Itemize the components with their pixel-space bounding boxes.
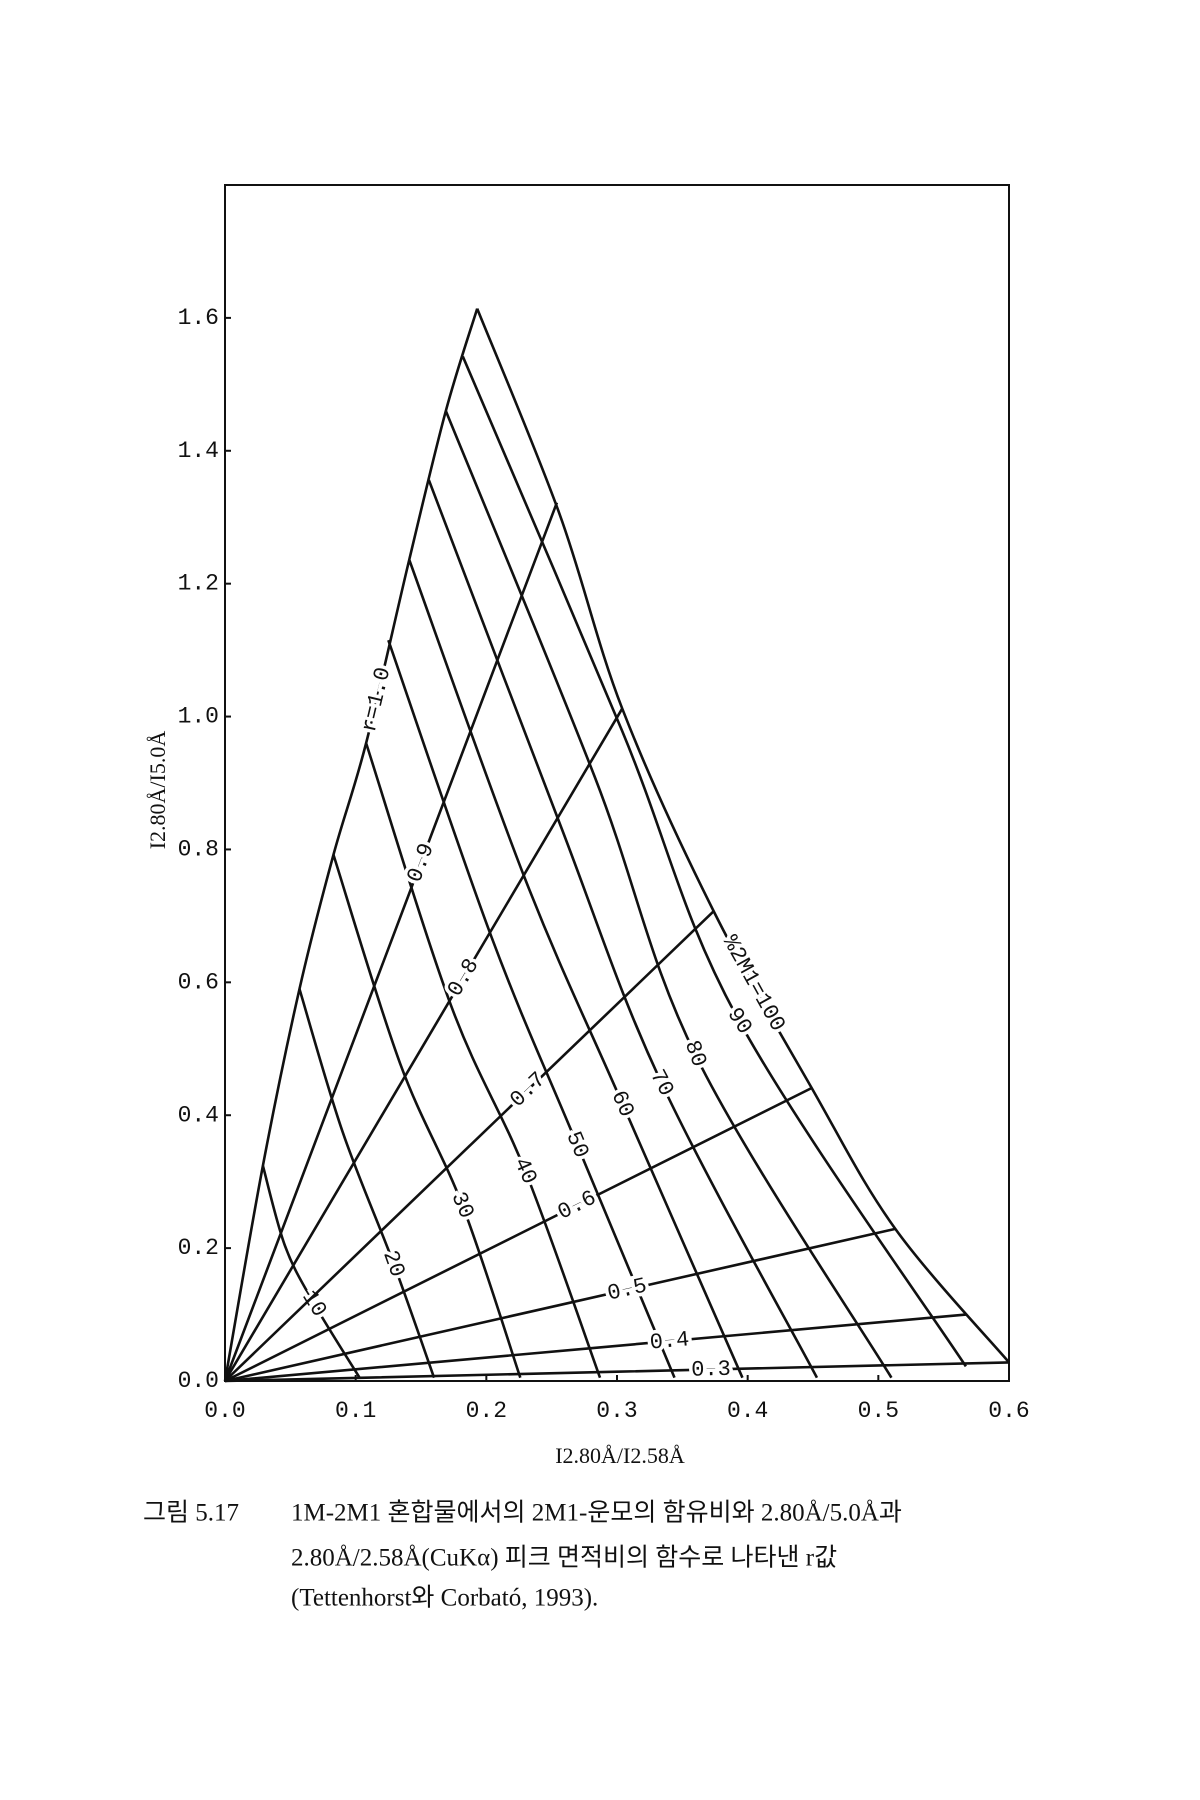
curve-label: 10 xyxy=(296,1286,331,1322)
curve xyxy=(261,1165,361,1379)
curve xyxy=(427,479,819,1379)
x-tick-label: 0.3 xyxy=(596,1398,637,1424)
curve-label: r=1.0 xyxy=(357,665,396,735)
curve-label: 50 xyxy=(560,1128,593,1162)
caption-label: 그림 5.17 xyxy=(143,1499,239,1527)
curve xyxy=(224,1086,813,1383)
plot-frame xyxy=(224,184,1010,1382)
x-tick-label: 0.5 xyxy=(858,1398,899,1424)
curve xyxy=(224,1313,966,1383)
x-tick-label: 0.0 xyxy=(204,1398,245,1424)
curve-label: 40 xyxy=(508,1154,542,1188)
curve xyxy=(364,742,602,1379)
curve-label: 20 xyxy=(377,1247,409,1280)
curve xyxy=(298,988,436,1379)
curve-label: 60 xyxy=(605,1087,638,1121)
curve-label: 0.8 xyxy=(443,954,485,1001)
caption-line: (Tettenhorst와 Corbató, 1993). xyxy=(291,1584,598,1612)
curve-label: 80 xyxy=(679,1037,712,1070)
x-tick-label: 0.2 xyxy=(466,1398,507,1424)
curve-label: 0.3 xyxy=(691,1357,731,1383)
caption-line: 1M-2M1 혼합물에서의 2M1-운모의 함유비와 2.80Å/5.0Å과 xyxy=(291,1499,902,1527)
curve-label: 70 xyxy=(644,1066,678,1101)
curve-label: 30 xyxy=(445,1188,479,1222)
y-tick-label: 1.6 xyxy=(178,305,219,331)
y-tick-label: 0.8 xyxy=(178,837,219,863)
curve-label: 0.4 xyxy=(649,1327,691,1355)
curve xyxy=(223,502,559,1382)
curve xyxy=(461,355,967,1368)
x-tick-label: 0.4 xyxy=(727,1398,768,1424)
curve-label: 0.9 xyxy=(402,840,439,886)
curve xyxy=(332,854,522,1379)
y-tick-label: 0.4 xyxy=(178,1102,219,1128)
caption-line: 2.80Å/2.58Å(CuKα) 피크 면적비의 함수로 나타낸 r값 xyxy=(291,1544,837,1572)
curve xyxy=(223,707,624,1382)
curve xyxy=(224,1227,896,1383)
curve-label: 0.6 xyxy=(554,1185,601,1225)
x-tick-label: 0.6 xyxy=(988,1398,1029,1424)
y-axis-label: I2.80Å/I5.0Å xyxy=(145,731,170,850)
y-tick-label: 0.6 xyxy=(178,969,219,995)
curve xyxy=(387,639,676,1379)
x-tick-label: 0.1 xyxy=(335,1398,376,1424)
y-tick-label: 1.4 xyxy=(178,438,219,464)
y-tick-label: 0.2 xyxy=(178,1235,219,1261)
y-tick-label: 1.2 xyxy=(178,571,219,597)
curve xyxy=(224,910,715,1382)
curve xyxy=(408,559,744,1379)
curve-label: 90 xyxy=(722,1003,757,1039)
curve xyxy=(223,308,479,1382)
y-tick-label: 1.0 xyxy=(178,704,219,730)
curve xyxy=(444,410,893,1379)
curve xyxy=(224,1361,1010,1383)
x-axis-label: I2.80Å/I2.58Å xyxy=(555,1443,685,1468)
y-tick-label: 0.0 xyxy=(178,1368,219,1394)
